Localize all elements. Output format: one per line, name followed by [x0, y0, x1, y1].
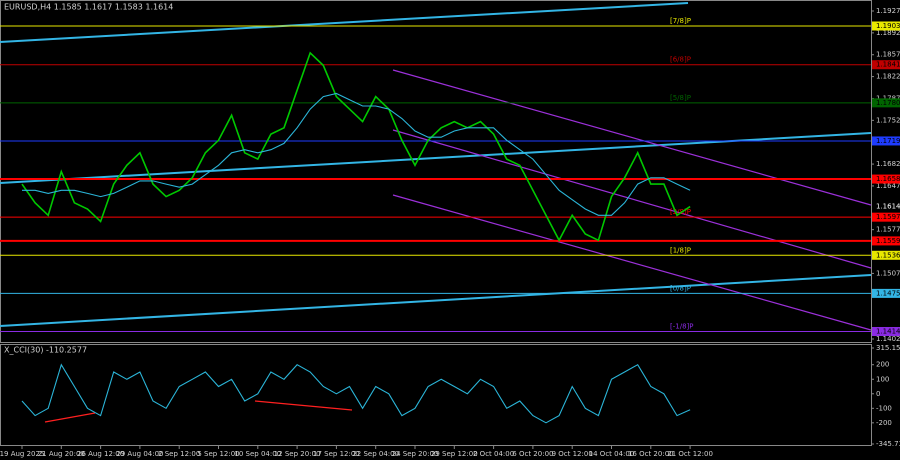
x-tick-label: 10 Sep 04:00	[234, 450, 281, 458]
y-tick-label: 1.1507	[876, 269, 900, 277]
x-tick-label: 2 Oct 04:00	[473, 450, 514, 458]
x-tick-label: 29 Aug 04:00	[116, 450, 163, 458]
level-label: 1.1559	[876, 237, 900, 245]
level-tag	[872, 21, 900, 31]
x-tick-label: 21 Oct 12:00	[667, 450, 713, 458]
level-label: 1.1536	[876, 251, 900, 259]
channel-line	[392, 69, 872, 206]
y-tick-label: 1.1647	[876, 182, 900, 190]
y-tick-label: 1.1402	[876, 335, 900, 343]
level-tag	[872, 327, 900, 337]
level-label: 1.1841	[876, 61, 900, 69]
level-tag	[872, 136, 900, 146]
y-tick-label: -345.7358	[876, 440, 900, 448]
murray-label: [7/8]P	[670, 17, 691, 25]
y-tick-label: -100	[876, 404, 892, 412]
level-tag	[872, 60, 900, 70]
trend-line	[0, 274, 872, 327]
level-label: 1.1414	[876, 328, 900, 336]
level-tag	[872, 250, 900, 260]
murray-label: [0/8]P	[670, 284, 691, 292]
chart-title: EURUSD,H4 1.1585 1.1617 1.1583 1.1614	[4, 3, 173, 12]
channel-line	[392, 129, 872, 269]
level-label: 1.1658	[876, 175, 900, 183]
x-tick-label: 24 Sep 20:00	[392, 450, 439, 458]
y-tick-label: 100	[876, 375, 889, 383]
y-tick-label: 200	[876, 361, 889, 369]
x-tick-label: 14 Oct 04:00	[589, 450, 635, 458]
current-price: 1.1614	[876, 203, 900, 211]
level-label: 1.1475	[876, 289, 900, 297]
price-panel	[0, 0, 872, 343]
x-tick-label: 12 Sep 20:00	[274, 450, 321, 458]
trend-line	[0, 2, 689, 43]
level-tag	[872, 174, 900, 184]
y-tick-label: 1.1577	[876, 226, 900, 234]
x-tick-label: 26 Aug 12:00	[77, 450, 124, 458]
x-tick-label: 2 Sep 12:00	[158, 450, 200, 458]
level-label: 1.1719	[876, 137, 900, 145]
level-tag	[872, 236, 900, 246]
murray-label: [1/8]P	[670, 246, 691, 254]
murray-label: [-1/8]P	[670, 323, 693, 331]
y-tick-label: 1.1822	[876, 73, 900, 81]
indicator-title: X_CCI(30) -110.2577	[4, 346, 87, 355]
y-tick-label: 1.1682	[876, 160, 900, 168]
series-line	[22, 92, 691, 216]
x-tick-label: 6 Oct 20:00	[512, 450, 553, 458]
divergence-line	[44, 412, 96, 423]
murray-label: [6/8]P	[670, 56, 691, 64]
level-tag	[872, 288, 900, 298]
cci-panel	[0, 344, 872, 446]
x-tick-label: 21 Aug 20:00	[38, 450, 85, 458]
murray-label: [5/8]P	[670, 94, 691, 102]
x-tick-label: 19 Aug 2025	[0, 450, 44, 458]
x-tick-label: 22 Sep 04:00	[352, 450, 399, 458]
x-tick-label: 17 Sep 12:00	[313, 450, 360, 458]
series-line	[21, 51, 691, 243]
y-tick-label: 315.1542	[876, 344, 900, 352]
y-tick-label: 0	[876, 390, 880, 398]
y-tick-label: 1.1927	[876, 7, 900, 15]
series-line	[21, 363, 691, 424]
y-tick-label: 1.1857	[876, 51, 900, 59]
level-tag	[872, 98, 900, 108]
level-tag	[872, 212, 900, 222]
x-tick-label: 9 Oct 12:00	[552, 450, 593, 458]
divergence-line	[254, 400, 353, 411]
y-tick-label: 1.1752	[876, 116, 900, 124]
level-label: 1.1903	[876, 22, 900, 30]
x-tick-label: 16 Oct 20:00	[628, 450, 674, 458]
price-tag	[872, 202, 900, 212]
level-label: 1.1597	[876, 213, 900, 221]
y-tick-label: -200	[876, 419, 892, 427]
y-tick-label: 1.1892	[876, 29, 900, 37]
x-tick-label: 29 Sep 12:00	[431, 450, 478, 458]
x-tick-label: 5 Sep 12:00	[197, 450, 239, 458]
level-label: 1.1780	[876, 99, 900, 107]
